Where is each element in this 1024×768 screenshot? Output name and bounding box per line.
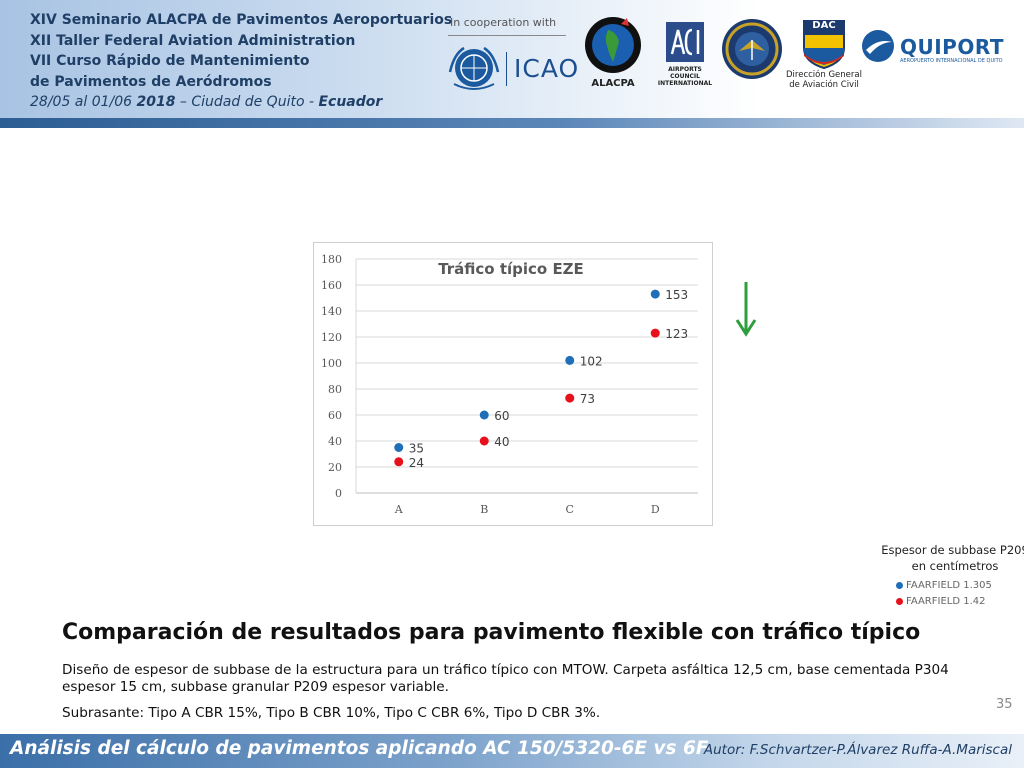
y-tick-label: 20 xyxy=(328,461,342,474)
event-title-block: XIV Seminario ALACPA de Pavimentos Aerop… xyxy=(30,10,452,113)
data-point xyxy=(565,393,575,403)
y-tick-label: 0 xyxy=(335,487,342,500)
event-date: 28/05 al 01/06 2018 – Ciudad de Quito - … xyxy=(30,92,452,113)
y-tick-label: 80 xyxy=(328,383,342,396)
cooperation-divider xyxy=(448,35,566,36)
y-tick-label: 180 xyxy=(321,253,342,266)
x-tick-label: D xyxy=(651,503,660,516)
dac-label: Dirección General de Aviación Civil xyxy=(786,70,862,90)
event-title-line-2: XII Taller Federal Aviation Administrati… xyxy=(30,32,356,49)
dac-shield-icon xyxy=(803,20,845,70)
quiport-logo-icon xyxy=(862,30,894,62)
event-country: Ecuador xyxy=(318,94,383,110)
icao-separator xyxy=(506,52,507,86)
quiport-subtitle: AEROPUERTO INTERNACIONAL DE QUITO xyxy=(900,58,1003,64)
y-tick-label: 100 xyxy=(321,357,342,370)
legend-title: Espesor de subbase P209 en centímetros xyxy=(881,543,1024,573)
x-tick-label: B xyxy=(480,503,488,516)
legend-label-series-2: FAARFIELD 1.42 xyxy=(906,596,986,607)
event-year: 2018 xyxy=(136,94,176,110)
event-date-range: 28/05 al 01/06 xyxy=(30,94,137,110)
data-label: 60 xyxy=(494,409,509,423)
header: XIV Seminario ALACPA de Pavimentos Aerop… xyxy=(0,0,1024,128)
y-tick-label: 160 xyxy=(321,279,342,292)
y-tick-label: 40 xyxy=(328,435,342,448)
event-city: – Ciudad de Quito - xyxy=(175,94,319,110)
footer-author: Autor: F.Schvartzer-P.Álvarez Ruffa-A.Ma… xyxy=(703,742,1012,758)
data-label: 73 xyxy=(580,392,595,406)
x-axis-ticks: A B C D xyxy=(394,503,660,516)
data-point xyxy=(479,410,489,420)
data-point xyxy=(394,443,404,452)
footer-title: Análisis del cálculo de pavimentos aplic… xyxy=(10,738,709,759)
data-label: 123 xyxy=(665,327,688,341)
data-point xyxy=(479,436,489,446)
data-point xyxy=(394,457,404,467)
header-divider-bar xyxy=(0,118,1024,128)
chart-title: Tráfico típico EZE xyxy=(438,260,584,278)
data-point xyxy=(650,328,660,338)
down-arrow-icon xyxy=(735,282,757,337)
legend-label-series-1: FAARFIELD 1.305 xyxy=(906,580,992,591)
y-tick-label: 140 xyxy=(321,305,342,318)
chart-points: 35 60 102 153 24 40 73 123 xyxy=(394,288,688,470)
legend-item-series-2: FAARFIELD 1.42 xyxy=(896,596,985,607)
data-label: 102 xyxy=(580,354,603,368)
data-label: 24 xyxy=(409,456,424,470)
event-title-line-3: VII Curso Rápido de Mantenimiento xyxy=(30,53,310,69)
x-tick-label: C xyxy=(566,503,574,516)
legend-marker-red xyxy=(896,598,903,605)
y-tick-label: 120 xyxy=(321,331,342,344)
data-label: 153 xyxy=(665,288,688,302)
subgrade-text: Subrasante: Tipo A CBR 15%, Tipo B CBR 1… xyxy=(62,705,601,721)
scatter-chart: 0 20 40 60 80 100 120 140 160 180 A B C D 35 60 102 153… xyxy=(321,253,698,516)
slide-title: Comparación de resultados para pavimento… xyxy=(62,620,921,645)
legend-marker-blue xyxy=(896,582,903,589)
event-title-line-1: XIV Seminario ALACPA de Pavimentos Aerop… xyxy=(30,12,453,28)
aci-emblem-icon xyxy=(666,22,704,62)
y-axis-ticks: 0 20 40 60 80 100 120 140 160 180 xyxy=(321,253,342,500)
quiport-wordmark: QUIPORT xyxy=(900,35,1004,59)
icao-wordmark: ICAO xyxy=(514,54,580,83)
footer-bar: Análisis del cálculo de pavimentos aplic… xyxy=(0,734,1024,768)
y-tick-label: 60 xyxy=(328,409,342,422)
aci-label: AIRPORTS COUNCIL INTERNATIONAL xyxy=(657,66,713,87)
data-point xyxy=(650,289,660,299)
alacpa-label: ALACPA xyxy=(591,78,635,89)
faa-seal-icon xyxy=(722,19,782,79)
event-title-line-4: de Pavimentos de Aeródromos xyxy=(30,73,272,90)
cooperation-label: In cooperation with xyxy=(450,16,557,29)
legend-item-series-1: FAARFIELD 1.305 xyxy=(896,580,992,591)
x-tick-label: A xyxy=(394,503,404,516)
chart-container: 0 20 40 60 80 100 120 140 160 180 A B C D 35 60 102 153… xyxy=(313,242,713,526)
data-label: 35 xyxy=(409,442,424,456)
slide-description: Diseño de espesor de subbase de la estru… xyxy=(62,662,949,695)
dac-badge-text: DAC xyxy=(812,20,836,31)
page-number: 35 xyxy=(996,697,1013,712)
data-point xyxy=(565,355,575,365)
data-label: 40 xyxy=(494,435,509,449)
chart-gridlines xyxy=(355,258,698,494)
icao-emblem-icon xyxy=(448,46,500,90)
alacpa-emblem-icon xyxy=(585,17,641,73)
